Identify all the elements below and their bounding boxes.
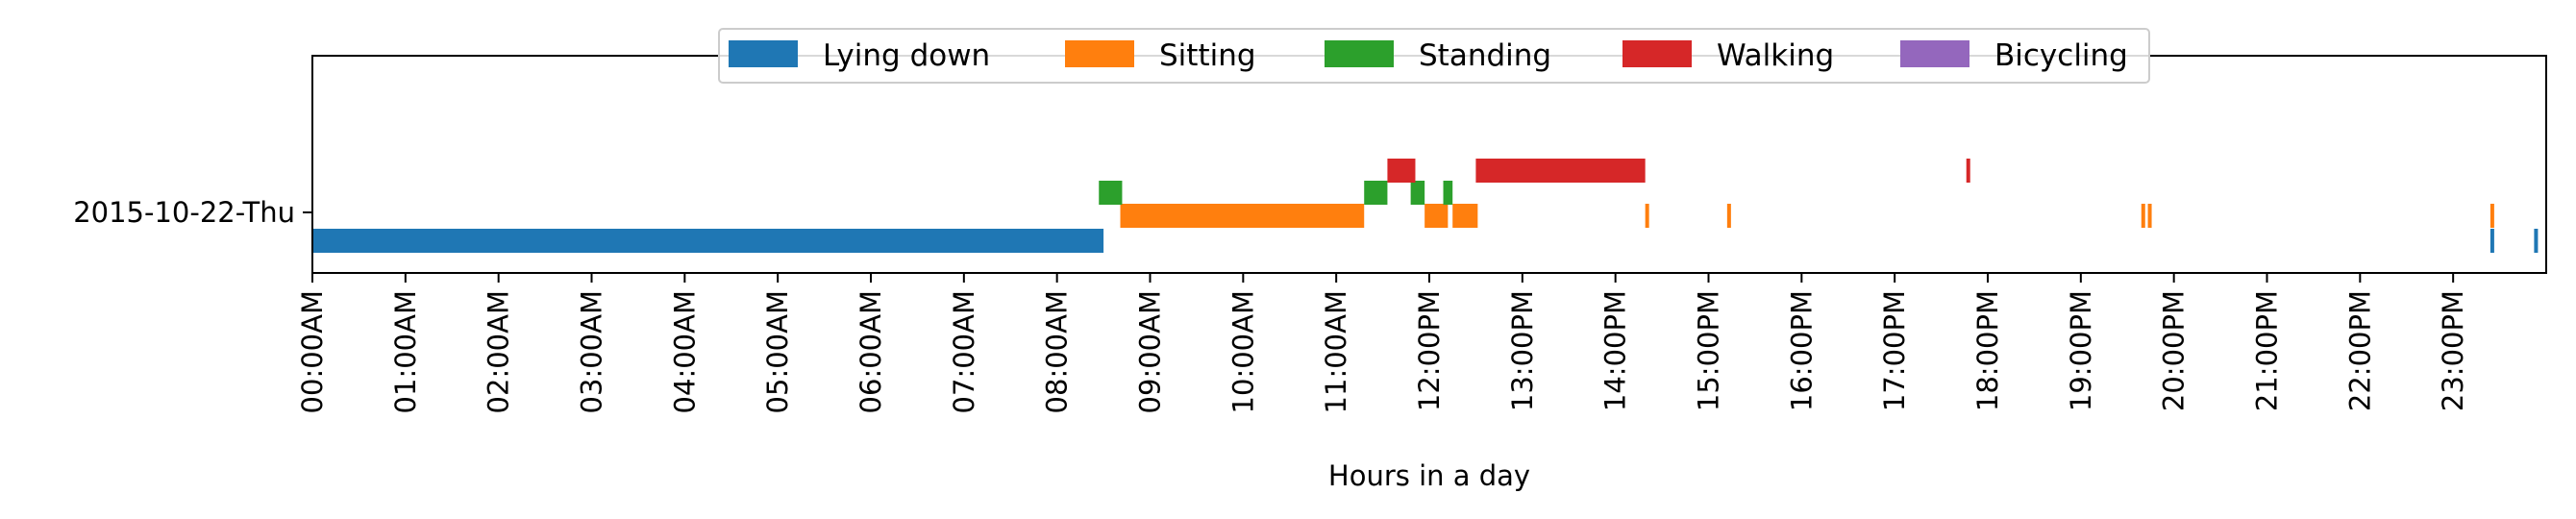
y-category-label: 2015-10-22-Thu: [73, 196, 295, 229]
x-tick-label: 18:00PM: [1971, 290, 2004, 411]
bar-sitting-1: [1424, 204, 1449, 228]
legend-label-standing: Standing: [1419, 38, 1551, 73]
x-tick-label: 16:00PM: [1785, 290, 1818, 411]
legend-swatch-sitting: [1065, 40, 1134, 67]
legend-swatch-lying-down: [729, 40, 798, 67]
x-tick-label: 00:00AM: [296, 290, 329, 413]
bars-layer: [312, 159, 2539, 253]
legend-swatch-standing: [1325, 40, 1394, 67]
bar-walking-2: [1966, 159, 1970, 183]
legend-label-sitting: Sitting: [1159, 38, 1256, 73]
x-tick-label: 13:00PM: [1506, 290, 1539, 411]
legend: Lying down Sitting Standing Walking Bicyclin…: [718, 28, 2150, 84]
x-tick-label: 15:00PM: [1693, 290, 1725, 411]
bar-sitting-5: [2141, 204, 2145, 228]
x-tick-label: 06:00AM: [855, 290, 887, 413]
x-tick-label: 21:00PM: [2251, 290, 2284, 411]
bar-sitting-7: [2489, 204, 2494, 228]
bar-lying-down-2: [2534, 229, 2539, 253]
bar-standing-2: [1410, 181, 1425, 205]
y-axis: 2015-10-22-Thu: [73, 196, 312, 229]
x-tick-label: 02:00AM: [483, 290, 515, 413]
legend-label-lying-down: Lying down: [823, 38, 990, 73]
bar-sitting-2: [1452, 204, 1478, 228]
x-tick-label: 05:00AM: [761, 290, 794, 413]
x-tick-label: 09:00AM: [1134, 290, 1167, 413]
bar-standing-0: [1099, 181, 1123, 205]
x-tick-label: 14:00PM: [1599, 290, 1632, 411]
x-tick-label: 07:00AM: [948, 290, 980, 413]
bar-sitting-4: [1726, 204, 1731, 228]
legend-label-bicycling: Bicycling: [1994, 38, 2128, 73]
x-tick-label: 22:00PM: [2343, 290, 2376, 411]
bar-standing-1: [1364, 181, 1388, 205]
x-tick-label: 01:00AM: [389, 290, 422, 413]
x-axis-title: Hours in a day: [1328, 459, 1530, 492]
legend-swatch-walking: [1622, 40, 1692, 67]
legend-swatch-bicycling: [1900, 40, 1969, 67]
x-tick-label: 03:00AM: [576, 290, 608, 413]
bar-walking-0: [1387, 159, 1416, 183]
x-tick-label: 10:00AM: [1226, 290, 1259, 413]
bar-standing-3: [1443, 181, 1453, 205]
x-axis: 00:00AM 01:00AM 02:00AM 03:00AM 04:00AM 05:00…: [296, 273, 2469, 413]
x-tick-label: 19:00PM: [2065, 290, 2097, 411]
x-tick-label: 12:00PM: [1413, 290, 1446, 411]
x-tick-label: 17:00PM: [1878, 290, 1911, 411]
bar-walking-1: [1475, 159, 1646, 183]
legend-label-walking: Walking: [1717, 38, 1834, 73]
x-tick-label: 04:00AM: [668, 290, 701, 413]
bar-lying-down-0: [312, 229, 1104, 253]
bar-sitting-0: [1120, 204, 1365, 228]
bar-lying-down-1: [2489, 229, 2494, 253]
bar-sitting-6: [2147, 204, 2152, 228]
x-tick-label: 23:00PM: [2437, 290, 2469, 411]
x-tick-label: 20:00PM: [2158, 290, 2191, 411]
bar-sitting-3: [1645, 204, 1649, 228]
x-tick-label: 08:00AM: [1041, 290, 1074, 413]
x-tick-label: 11:00AM: [1320, 290, 1352, 413]
